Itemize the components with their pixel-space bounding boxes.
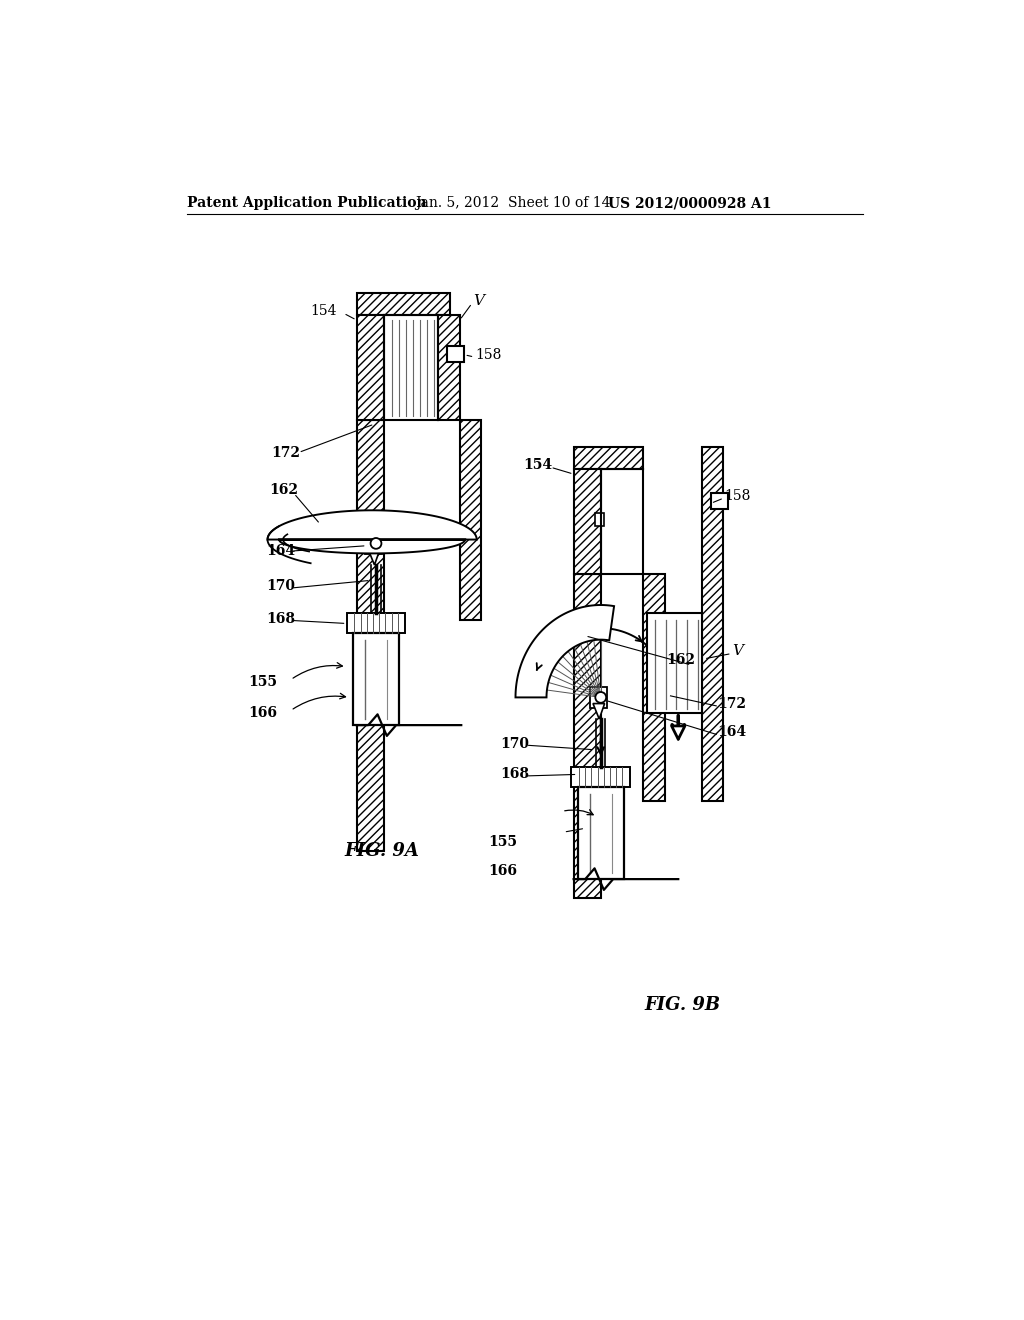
Bar [346,612,406,632]
Text: 168: 168 [266,612,295,626]
Text: 170: 170 [500,737,529,751]
Text: 164: 164 [266,544,295,558]
Text: 158: 158 [475,347,502,362]
Bar [438,314,460,420]
Bar [366,533,382,554]
Bar [447,346,464,362]
Text: 155: 155 [488,836,517,849]
Text: 166: 166 [248,706,278,719]
Circle shape [595,692,606,702]
Polygon shape [267,511,477,553]
Text: 166: 166 [488,863,517,878]
Text: 172: 172 [271,446,300,459]
Text: 154: 154 [523,458,552,471]
Bar [711,494,728,508]
Bar [643,574,665,801]
Text: 154: 154 [310,304,337,318]
Text: FIG. 9A: FIG. 9A [345,842,420,861]
Bar [573,469,601,574]
Polygon shape [593,704,604,719]
Bar [571,767,630,787]
Bar [356,314,384,420]
Polygon shape [369,549,380,565]
Circle shape [371,539,381,549]
Bar [647,612,701,713]
Bar [578,787,624,879]
Polygon shape [515,605,614,697]
Bar [595,512,604,527]
Text: 172: 172 [717,697,746,710]
Text: V: V [473,294,484,308]
Text: Sheet 10 of 14: Sheet 10 of 14 [508,197,610,210]
Text: 168: 168 [500,767,529,781]
Bar [573,574,601,898]
Bar [356,420,384,851]
Text: Jan. 5, 2012: Jan. 5, 2012 [415,197,499,210]
Bar [701,447,723,801]
Text: V: V [732,644,743,659]
Text: 164: 164 [717,725,746,739]
Text: US 2012/0000928 A1: US 2012/0000928 A1 [608,197,772,210]
Text: 162: 162 [269,483,298,496]
Bar [352,632,399,725]
Text: 162: 162 [667,653,695,668]
Bar [590,686,607,708]
Text: 158: 158 [725,488,752,503]
Bar [460,420,481,620]
Text: Patent Application Publication: Patent Application Publication [187,197,427,210]
Text: 170: 170 [266,578,295,593]
Text: FIG. 9B: FIG. 9B [644,997,720,1014]
Bar [356,293,450,314]
Text: 155: 155 [248,675,278,689]
Bar [573,447,643,469]
